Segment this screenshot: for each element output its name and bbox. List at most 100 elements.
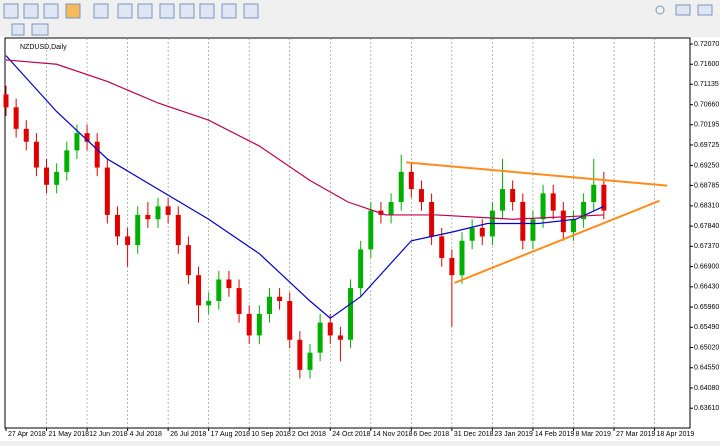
candle-body <box>165 206 171 215</box>
x-tick-label: 4 Jul 2018 <box>130 431 162 438</box>
y-tick-label: 0.67840 <box>694 223 719 230</box>
button[interactable] <box>43 3 59 19</box>
candle-body <box>185 245 191 276</box>
y-tick-label: 0.72070 <box>694 41 719 48</box>
candle-body <box>581 202 587 220</box>
candle-body <box>74 133 80 151</box>
candle-body <box>64 150 70 172</box>
candle-body <box>570 219 576 233</box>
x-tick-label: 26 Jul 2018 <box>170 431 206 438</box>
candle-body <box>135 214 141 246</box>
x-tick-label: 14 Feb 2019 <box>535 431 574 438</box>
candle-body <box>459 240 465 276</box>
candle-body <box>206 301 212 306</box>
candle-body <box>297 339 303 370</box>
candle-body <box>560 210 566 233</box>
candle-body <box>287 301 293 340</box>
candle-body <box>449 257 455 276</box>
button[interactable] <box>93 3 109 19</box>
button[interactable] <box>31 23 49 36</box>
moving-average <box>5 55 605 319</box>
button[interactable] <box>11 23 25 36</box>
button[interactable] <box>117 3 133 19</box>
y-tick-label: 0.68310 <box>694 203 719 210</box>
candle-body <box>33 141 39 168</box>
y-tick-label: 0.66430 <box>694 284 719 291</box>
candle-body <box>84 133 90 142</box>
candle-body <box>125 236 131 246</box>
chart-title: NZDUSD,Daily <box>20 44 67 51</box>
candle-body <box>175 214 181 246</box>
candle-body <box>408 171 414 190</box>
y-tick-label: 0.69725 <box>694 142 719 149</box>
candle-body <box>418 189 424 203</box>
button[interactable] <box>65 3 81 19</box>
trendline <box>406 161 668 187</box>
y-tick-label: 0.67370 <box>694 243 719 250</box>
candle-body <box>540 193 546 220</box>
toolbar-buttons <box>3 3 713 36</box>
button[interactable] <box>3 3 19 19</box>
y-tick-label: 0.70195 <box>694 122 719 129</box>
x-tick-label: 24 Oct 2018 <box>332 431 370 438</box>
y-tick-label: 0.66900 <box>694 263 719 270</box>
candle-body <box>398 171 404 203</box>
candle-body <box>196 275 202 306</box>
y-tick-label: 0.65020 <box>694 344 719 351</box>
candle-body <box>358 249 364 289</box>
candle-body <box>327 322 333 336</box>
candle-body <box>479 227 485 237</box>
candle-body <box>429 202 435 237</box>
candle-body <box>226 279 232 289</box>
candle-body <box>216 279 222 302</box>
x-tick-label: 27 Apr 2018 <box>8 431 46 438</box>
candle-body <box>256 313 262 336</box>
candle-body <box>510 189 516 203</box>
x-tick-label: 6 Dec 2018 <box>413 431 449 438</box>
x-tick-label: 12 Jun 2018 <box>89 431 128 438</box>
moving-average <box>5 59 604 220</box>
x-tick-label: 8 Mar 2019 <box>575 431 611 438</box>
candle-body <box>114 214 120 237</box>
button[interactable] <box>675 4 691 16</box>
candle-body <box>550 193 556 211</box>
candle-body <box>368 210 374 250</box>
button[interactable] <box>159 3 175 19</box>
y-tick-label: 0.71600 <box>694 61 719 68</box>
candle-body <box>530 219 536 241</box>
candle-body <box>246 313 252 336</box>
candle-body <box>307 352 313 370</box>
y-tick-label: 0.70660 <box>694 102 719 109</box>
x-tick-label: 27 Mar 2019 <box>616 431 655 438</box>
button[interactable] <box>137 3 153 19</box>
button[interactable] <box>23 3 39 19</box>
y-tick-label: 0.64080 <box>694 385 719 392</box>
candle-body <box>266 296 272 314</box>
candle-body <box>337 335 343 340</box>
candle-body <box>439 236 445 258</box>
y-tick-label: 0.63610 <box>694 405 719 412</box>
candle-body <box>601 184 607 211</box>
button[interactable] <box>221 3 237 19</box>
x-tick-label: 31 Dec 2018 <box>454 431 494 438</box>
trendline <box>454 199 660 284</box>
candle-body <box>54 171 60 185</box>
candle-body <box>23 128 29 142</box>
candle-body <box>348 288 354 340</box>
candle-body <box>3 94 9 108</box>
button[interactable] <box>199 3 215 19</box>
candle-body <box>388 202 394 215</box>
search-icon[interactable] <box>655 5 665 15</box>
x-tick-label: 10 Sep 2018 <box>251 431 291 438</box>
x-tick-label: 2 Oct 2018 <box>292 431 326 438</box>
x-tick-label: 18 Apr 2019 <box>657 431 695 438</box>
button[interactable] <box>697 4 713 16</box>
button[interactable] <box>179 3 195 19</box>
y-tick-label: 0.71135 <box>694 81 719 88</box>
x-tick-label: 21 May 2018 <box>49 431 90 438</box>
button[interactable] <box>243 3 259 19</box>
candle-body <box>155 206 161 220</box>
candle-body <box>469 227 475 241</box>
x-tick-label: 17 Aug 2018 <box>211 431 250 438</box>
